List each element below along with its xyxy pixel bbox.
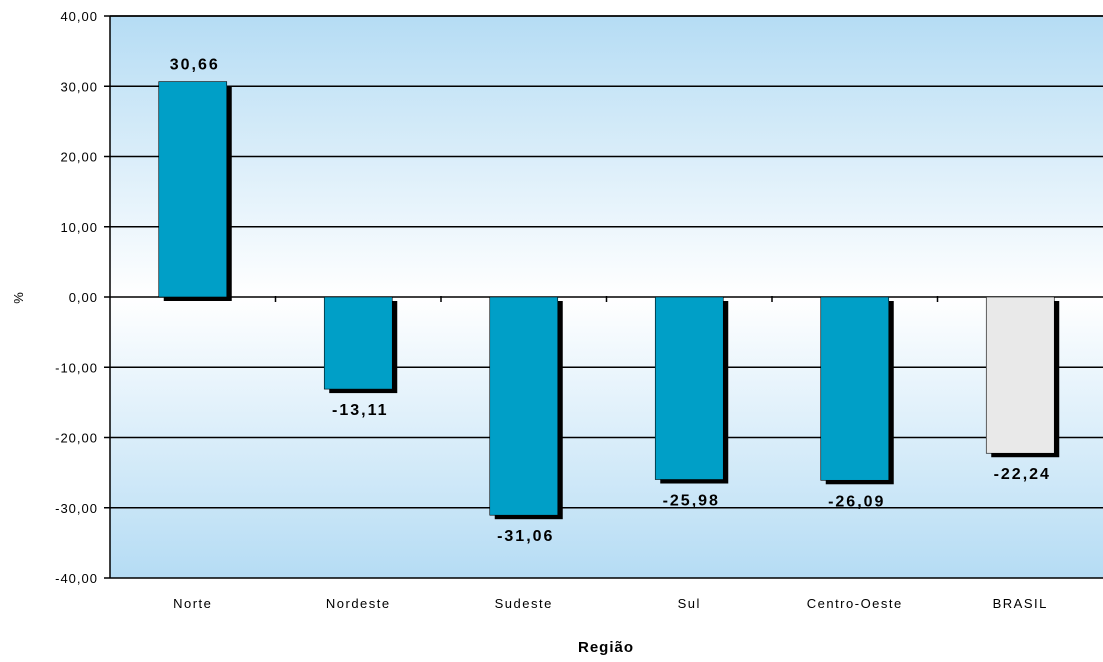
bar-sul bbox=[654, 296, 724, 480]
data-label: -25,98 bbox=[663, 493, 720, 510]
data-label: -31,06 bbox=[497, 528, 554, 545]
data-label: -26,09 bbox=[828, 493, 885, 510]
x-axis: Norte Nordeste Sudeste Sul Centro-Oeste BRASI… bbox=[109, 15, 1103, 611]
x-tick-label: Nordeste bbox=[326, 596, 391, 611]
data-label: -22,24 bbox=[994, 466, 1051, 483]
y-tick-label: -10,00 bbox=[55, 360, 98, 375]
y-tick-label: 40,00 bbox=[60, 9, 98, 24]
bar-nordeste bbox=[323, 296, 393, 390]
y-axis-label: % bbox=[11, 292, 26, 304]
bar-centro-oeste bbox=[820, 296, 890, 481]
y-axis-ticks: 40,00 30,00 20,00 10,00 0,00 -10,00 -20,00 -30,… bbox=[55, 9, 110, 586]
y-tick-label: -30,00 bbox=[55, 501, 98, 516]
data-label: -13,11 bbox=[332, 402, 388, 419]
x-tick-label: Sudeste bbox=[495, 596, 553, 611]
y-tick-label: -40,00 bbox=[55, 571, 98, 586]
data-label: 30,66 bbox=[170, 57, 220, 74]
bar-norte bbox=[158, 81, 228, 298]
y-tick-label: -20,00 bbox=[55, 431, 98, 446]
x-tick-label: Norte bbox=[173, 596, 212, 611]
y-tick-label: 10,00 bbox=[60, 220, 98, 235]
y-tick-label: 0,00 bbox=[69, 290, 98, 305]
bar-sudeste bbox=[489, 296, 559, 516]
y-tick-label: 30,00 bbox=[60, 79, 98, 94]
x-tick-label: BRASIL bbox=[993, 596, 1048, 611]
x-tick-label: Sul bbox=[678, 596, 701, 611]
bars bbox=[158, 81, 1060, 520]
y-tick-label: 20,00 bbox=[60, 150, 98, 165]
bar-brasil bbox=[985, 296, 1055, 454]
x-axis-label: Região bbox=[578, 639, 634, 656]
x-tick-label: Centro-Oeste bbox=[807, 596, 903, 611]
data-labels: 30,66 -13,11 -31,06 -25,98 -26,09 -22,24 bbox=[170, 57, 1051, 546]
